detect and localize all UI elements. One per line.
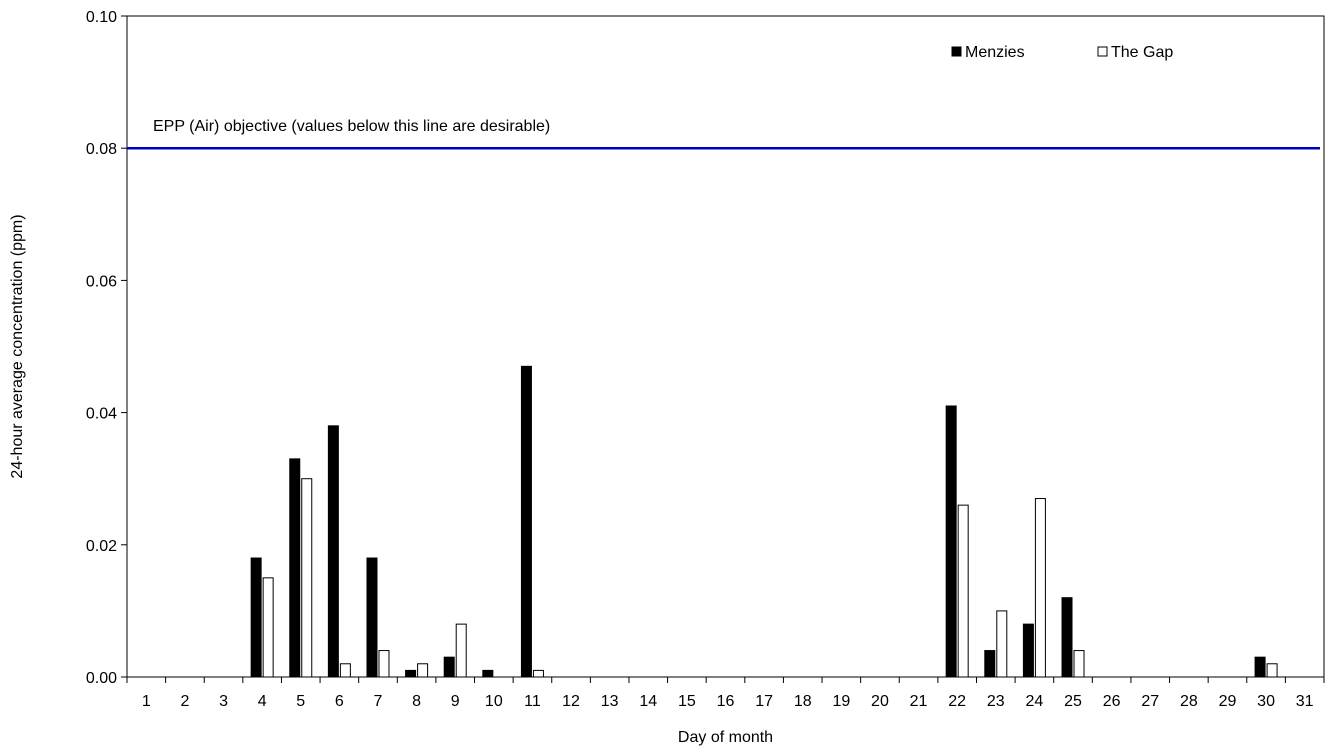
x-tick-label: 17 xyxy=(755,693,773,710)
x-tick-label: 16 xyxy=(717,693,735,710)
bar-the-gap-day-11 xyxy=(532,669,544,678)
bar-the-gap-day-8 xyxy=(417,663,429,678)
x-tick-label: 1 xyxy=(142,693,151,710)
x-tick-label: 14 xyxy=(639,693,657,710)
x-tick-label: 31 xyxy=(1296,693,1314,710)
bar-menzies-day-9 xyxy=(443,656,455,678)
x-tick-label: 11 xyxy=(524,693,541,710)
x-tick-label: 30 xyxy=(1257,693,1275,710)
x-tick-label: 23 xyxy=(987,693,1005,710)
y-tick-label: 0.06 xyxy=(86,273,117,290)
bar-the-gap-day-9 xyxy=(455,623,467,678)
bar-the-gap-day-25 xyxy=(1073,650,1085,678)
x-tick-label: 5 xyxy=(296,693,305,710)
x-tick-label: 12 xyxy=(562,693,580,710)
bar-menzies-day-10 xyxy=(482,669,494,678)
y-tick-label: 0.10 xyxy=(86,9,117,26)
legend-label-menzies: Menzies xyxy=(965,44,1025,61)
bar-menzies-day-25 xyxy=(1061,597,1073,678)
x-tick-label: 6 xyxy=(335,693,344,710)
objective-line-label: EPP (Air) objective (values below this l… xyxy=(153,118,550,135)
y-tick-label: 0.02 xyxy=(86,538,117,555)
bar-the-gap-day-30 xyxy=(1266,663,1278,678)
bar-the-gap-day-7 xyxy=(378,650,390,678)
x-tick-label: 22 xyxy=(948,693,966,710)
plot-area xyxy=(126,15,1325,678)
x-tick-label: 24 xyxy=(1026,693,1044,710)
x-tick-label: 4 xyxy=(258,693,267,710)
bars xyxy=(250,365,1278,678)
bar-menzies-day-30 xyxy=(1254,656,1266,678)
bar-menzies-day-22 xyxy=(945,405,957,678)
bar-menzies-day-4 xyxy=(250,557,262,678)
legend-label-the-gap: The Gap xyxy=(1111,44,1173,61)
x-axis: 1 2 3 4 5 6 7 8 9 10 11 12 13 14 15 16 17 18 19 20 21 22 23 24 2… xyxy=(126,677,1325,710)
bar-menzies-day-6 xyxy=(327,425,339,678)
bar-the-gap-day-23 xyxy=(996,610,1008,678)
bar-the-gap-day-22 xyxy=(957,504,969,678)
bar-the-gap-day-5 xyxy=(301,478,313,678)
x-tick-label: 21 xyxy=(910,693,928,710)
x-tick-label: 13 xyxy=(601,693,619,710)
x-tick-label: 28 xyxy=(1180,693,1198,710)
x-tick-label: 3 xyxy=(219,693,228,710)
bar-the-gap-day-4 xyxy=(262,577,274,678)
x-tick-label: 10 xyxy=(485,693,503,710)
x-tick-label: 8 xyxy=(412,693,421,710)
bar-the-gap-day-24 xyxy=(1034,498,1046,678)
bar-menzies-day-23 xyxy=(984,650,996,678)
x-tick-label: 18 xyxy=(794,693,812,710)
bar-menzies-day-11 xyxy=(520,365,532,678)
x-tick-label: 25 xyxy=(1064,693,1082,710)
bar-menzies-day-7 xyxy=(366,557,378,678)
reference-line-group: EPP (Air) objective (values below this l… xyxy=(127,118,1320,150)
x-tick-label: 9 xyxy=(451,693,460,710)
bar-menzies-day-5 xyxy=(289,458,301,678)
x-tick-label: 7 xyxy=(374,693,383,710)
x-tick-label: 27 xyxy=(1141,693,1159,710)
legend-swatch-menzies xyxy=(951,46,962,57)
legend: Menzies The Gap xyxy=(951,44,1173,61)
y-tick-label: 0.08 xyxy=(86,141,117,158)
y-axis-label: 24-hour average concentration (ppm) xyxy=(9,214,26,478)
x-tick-label: 19 xyxy=(832,693,850,710)
x-axis-label: Day of month xyxy=(678,729,773,746)
bar-menzies-day-24 xyxy=(1022,623,1034,678)
x-tick-label: 15 xyxy=(678,693,696,710)
bar-menzies-day-8 xyxy=(405,669,417,678)
plot-frame xyxy=(126,15,1325,678)
x-tick-label: 26 xyxy=(1103,693,1121,710)
bar-the-gap-day-6 xyxy=(339,663,351,678)
legend-swatch-the-gap xyxy=(1097,46,1108,57)
y-tick-label: 0.00 xyxy=(86,670,117,687)
y-axis: 0.00 0.02 0.04 0.06 0.08 0.10 xyxy=(86,9,127,687)
x-tick-label: 29 xyxy=(1219,693,1237,710)
y-tick-label: 0.04 xyxy=(86,406,117,423)
x-tick-label: 2 xyxy=(180,693,189,710)
x-tick-label: 20 xyxy=(871,693,889,710)
